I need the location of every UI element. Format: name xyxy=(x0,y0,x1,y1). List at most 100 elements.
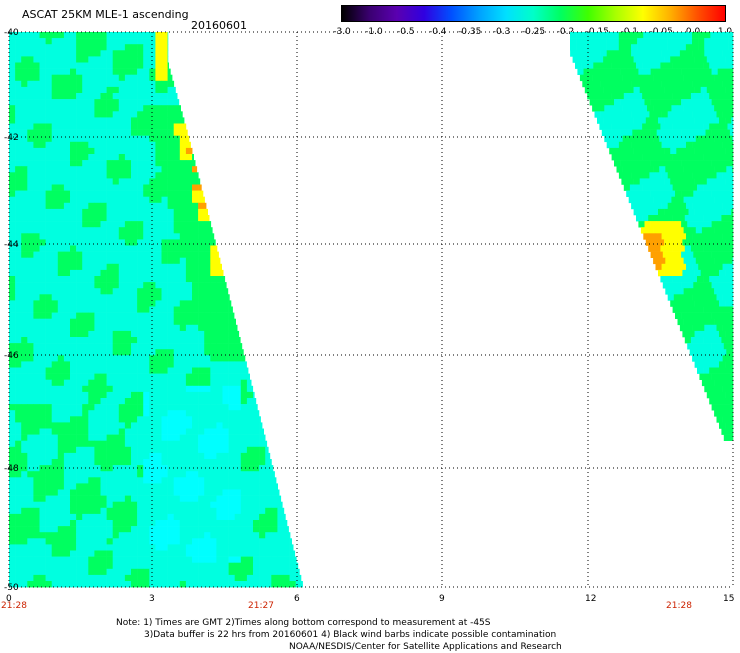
swath-cell xyxy=(143,349,149,355)
swath-cell xyxy=(725,209,731,215)
swath-cell xyxy=(657,99,663,105)
swath-cell xyxy=(638,99,644,105)
swath-cell xyxy=(229,313,235,319)
swath-cell xyxy=(70,416,76,422)
swath-cell xyxy=(88,154,94,160)
swath-cell xyxy=(210,526,216,532)
swath-cell xyxy=(223,532,229,538)
swath-cell xyxy=(131,99,137,105)
swath-cell xyxy=(674,50,680,56)
swath-cell xyxy=(15,221,21,227)
swath-cell xyxy=(131,38,137,44)
swath-cell xyxy=(33,154,39,160)
swath-cell xyxy=(669,160,675,166)
swath-cell xyxy=(719,56,725,62)
swath-cell xyxy=(21,325,27,331)
swath-cell xyxy=(33,38,39,44)
swath-cell xyxy=(101,508,107,514)
swath-cell xyxy=(64,148,70,154)
swath-cell xyxy=(708,166,714,172)
swath-cell xyxy=(46,185,52,191)
swath-cell xyxy=(277,496,281,502)
swath-cell xyxy=(137,410,143,416)
swath-cell xyxy=(82,93,88,99)
swath-cell xyxy=(668,38,674,44)
swath-cell xyxy=(623,105,629,111)
swath-cell xyxy=(223,581,229,587)
swath-cell xyxy=(271,569,277,575)
swath-cell xyxy=(21,459,27,465)
swath-cell xyxy=(27,166,33,172)
swath-cell xyxy=(210,343,216,349)
swath-cell xyxy=(15,63,21,69)
swath-cell xyxy=(168,111,174,117)
swath-cell xyxy=(88,337,94,343)
swath-cell xyxy=(241,410,247,416)
swath-cell xyxy=(94,471,100,477)
swath-cell xyxy=(216,307,222,313)
swath-cell xyxy=(149,56,155,62)
swath-cell xyxy=(52,63,58,69)
swath-cell xyxy=(670,239,676,245)
swath-cell xyxy=(728,398,734,404)
swath-cell xyxy=(64,197,70,203)
swath-cell xyxy=(64,160,70,166)
swath-cell xyxy=(590,69,596,75)
swath-cell xyxy=(693,99,699,105)
swath-cell xyxy=(606,93,612,99)
swath-cell xyxy=(33,136,39,142)
swath-cell xyxy=(235,343,241,349)
swath-cell xyxy=(21,374,27,380)
swath-cell xyxy=(174,355,180,361)
swath-cell xyxy=(88,288,94,294)
swath-cell xyxy=(27,93,33,99)
swath-cell xyxy=(82,111,88,117)
swath-cell xyxy=(94,233,100,239)
swath-cell xyxy=(58,258,64,264)
swath-cell xyxy=(192,166,197,172)
swath-cell xyxy=(137,288,143,294)
swath-cell xyxy=(143,569,149,575)
swath-cell xyxy=(137,124,143,130)
swath-cell xyxy=(64,276,70,282)
swath-cell xyxy=(119,148,125,154)
swath-cell xyxy=(717,233,723,239)
swath-cell xyxy=(235,380,241,386)
swath-cell xyxy=(88,50,94,56)
swath-cell xyxy=(131,32,137,38)
swath-cell xyxy=(58,50,64,56)
swath-cell xyxy=(70,429,76,435)
swath-cell xyxy=(64,398,70,404)
swath-cell xyxy=(33,258,39,264)
swath-cell xyxy=(719,87,725,93)
swath-cell xyxy=(162,435,168,441)
swath-cell xyxy=(70,56,76,62)
swath-cell xyxy=(155,398,161,404)
swath-cell xyxy=(198,471,204,477)
swath-cell xyxy=(94,459,100,465)
swath-cell xyxy=(52,483,58,489)
swath-cell xyxy=(253,569,259,575)
swath-cell xyxy=(192,581,198,587)
swath-cell xyxy=(192,361,198,367)
swath-cell xyxy=(186,477,192,483)
swath-cell xyxy=(223,282,227,288)
swath-cell xyxy=(125,514,131,520)
swath-cell xyxy=(725,270,731,276)
swath-cell xyxy=(33,508,39,514)
swath-cell xyxy=(70,496,76,502)
swath-cell xyxy=(119,105,125,111)
swath-cell xyxy=(125,75,131,81)
swath-cell xyxy=(229,307,233,313)
swath-cell xyxy=(216,496,222,502)
swath-cell xyxy=(168,410,174,416)
swath-cell xyxy=(690,227,696,233)
swath-cell xyxy=(33,410,39,416)
swath-cell xyxy=(58,288,64,294)
swath-cell xyxy=(162,429,168,435)
swath-cell xyxy=(174,361,180,367)
swath-cell xyxy=(704,142,710,148)
swath-cell xyxy=(229,532,235,538)
swath-cell xyxy=(180,227,186,233)
swath-cell xyxy=(180,288,186,294)
